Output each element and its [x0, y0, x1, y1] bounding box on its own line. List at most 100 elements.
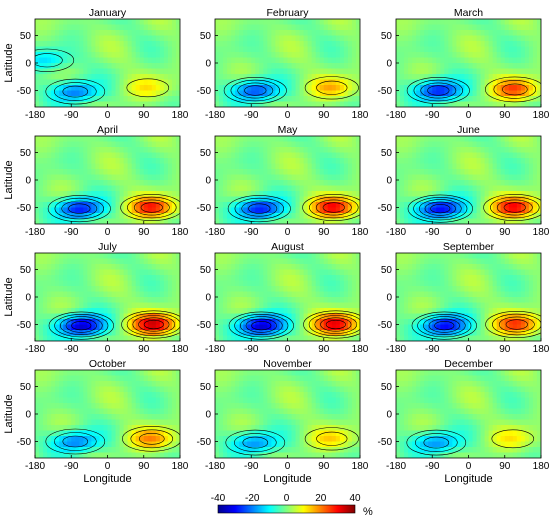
heatmap-cell	[123, 196, 129, 203]
heatmap-cell	[159, 57, 165, 64]
heatmap-cell	[79, 68, 84, 75]
heatmap-cell	[472, 158, 478, 164]
contour-line	[322, 202, 345, 213]
heatmap-cell	[75, 136, 80, 142]
heatmap-cell	[428, 152, 433, 159]
heatmap-cell	[127, 152, 133, 159]
heatmap-cell	[123, 141, 129, 148]
heatmap-cell	[480, 74, 486, 80]
heatmap-cell	[99, 35, 104, 42]
heatmap-cell	[111, 302, 117, 309]
heatmap-cell	[43, 207, 48, 214]
heatmap-cell	[315, 180, 321, 186]
heatmap-cell	[504, 174, 510, 181]
heatmap-cell	[55, 286, 60, 292]
heatmap-cell	[520, 163, 526, 170]
heatmap-cell	[143, 163, 149, 170]
heatmap-cell	[400, 313, 405, 320]
heatmap-cell	[171, 163, 177, 170]
heatmap-cell	[504, 41, 510, 47]
heatmap-cell	[335, 30, 341, 36]
heatmap-cell	[456, 147, 461, 153]
contour-line	[126, 78, 170, 98]
heatmap-cell	[335, 324, 341, 331]
heatmap-cell	[231, 141, 236, 148]
heatmap-cell	[163, 302, 169, 309]
heatmap-cell	[520, 41, 526, 47]
heatmap-cell	[39, 152, 44, 159]
x-tick-label: 90	[138, 110, 150, 121]
heatmap-cell	[263, 85, 268, 91]
heatmap-cell	[436, 253, 441, 259]
heatmap-cell	[79, 85, 84, 91]
heatmap-cell	[327, 68, 333, 75]
heatmap-cell	[223, 68, 228, 75]
heatmap-cell	[355, 207, 360, 214]
heatmap-cell	[275, 308, 280, 314]
heatmap-cell	[271, 141, 276, 148]
heatmap-cell	[251, 291, 256, 298]
x-tick-label: 0	[285, 227, 291, 238]
heatmap-cell	[295, 275, 301, 281]
heatmap-cell	[123, 68, 129, 75]
heatmap-cell	[215, 297, 220, 303]
heatmap-cell	[115, 280, 121, 287]
heatmap-cell	[127, 218, 133, 224]
heatmap-cell	[339, 275, 345, 281]
heatmap-cell	[259, 24, 264, 31]
heatmap-cell	[115, 30, 121, 36]
heatmap-cell	[175, 291, 180, 298]
heatmap-cell	[271, 264, 276, 270]
heatmap-cell	[119, 291, 125, 298]
heatmap-cell	[456, 24, 461, 31]
heatmap-cell	[464, 163, 469, 170]
heatmap-cell	[119, 30, 125, 36]
heatmap-cell	[283, 297, 288, 303]
heatmap-cell	[51, 185, 56, 192]
heatmap-cell	[39, 147, 44, 153]
heatmap-cell	[87, 57, 92, 64]
heatmap-cell	[127, 302, 133, 309]
heatmap-cell	[71, 264, 76, 270]
heatmap-cell	[424, 291, 429, 298]
heatmap-cell	[219, 35, 224, 42]
heatmap-cell	[480, 202, 486, 208]
heatmap-cell	[295, 163, 301, 170]
heatmap-cell	[512, 191, 518, 197]
heatmap-cell	[275, 335, 280, 341]
heatmap-cell	[67, 30, 72, 36]
heatmap-cell	[155, 286, 161, 292]
heatmap-cell	[504, 196, 510, 203]
heatmap-cell	[163, 286, 169, 292]
contour-line	[302, 194, 360, 221]
heatmap-cell	[323, 330, 329, 336]
heatmap-cell	[532, 152, 538, 159]
heatmap-cell	[263, 46, 268, 53]
heatmap-cell	[307, 174, 313, 181]
heatmap-cell	[528, 85, 534, 91]
heatmap-cell	[47, 35, 52, 42]
heatmap-cell	[295, 335, 301, 341]
heatmap-cell	[267, 297, 272, 303]
heatmap-cell	[339, 136, 345, 142]
heatmap-cell	[319, 313, 325, 320]
heatmap-cell	[163, 19, 169, 25]
heatmap-cell	[135, 141, 141, 148]
heatmap-cell	[536, 174, 541, 181]
heatmap-cell	[496, 152, 502, 159]
heatmap-cell	[327, 213, 333, 219]
heatmap-cell	[103, 180, 108, 186]
heatmap-cell	[95, 174, 100, 181]
heatmap-cell	[508, 196, 514, 203]
heatmap-cell	[512, 35, 518, 42]
heatmap-cell	[231, 280, 236, 287]
heatmap-cell	[215, 335, 220, 341]
heatmap-cell	[315, 308, 321, 314]
heatmap-cell	[219, 74, 224, 80]
heatmap-cell	[480, 24, 486, 31]
heatmap-cell	[303, 147, 309, 153]
heatmap-cell	[95, 30, 100, 36]
heatmap-cell	[468, 74, 474, 80]
heatmap-cell	[175, 207, 180, 214]
contour-line	[133, 199, 170, 216]
